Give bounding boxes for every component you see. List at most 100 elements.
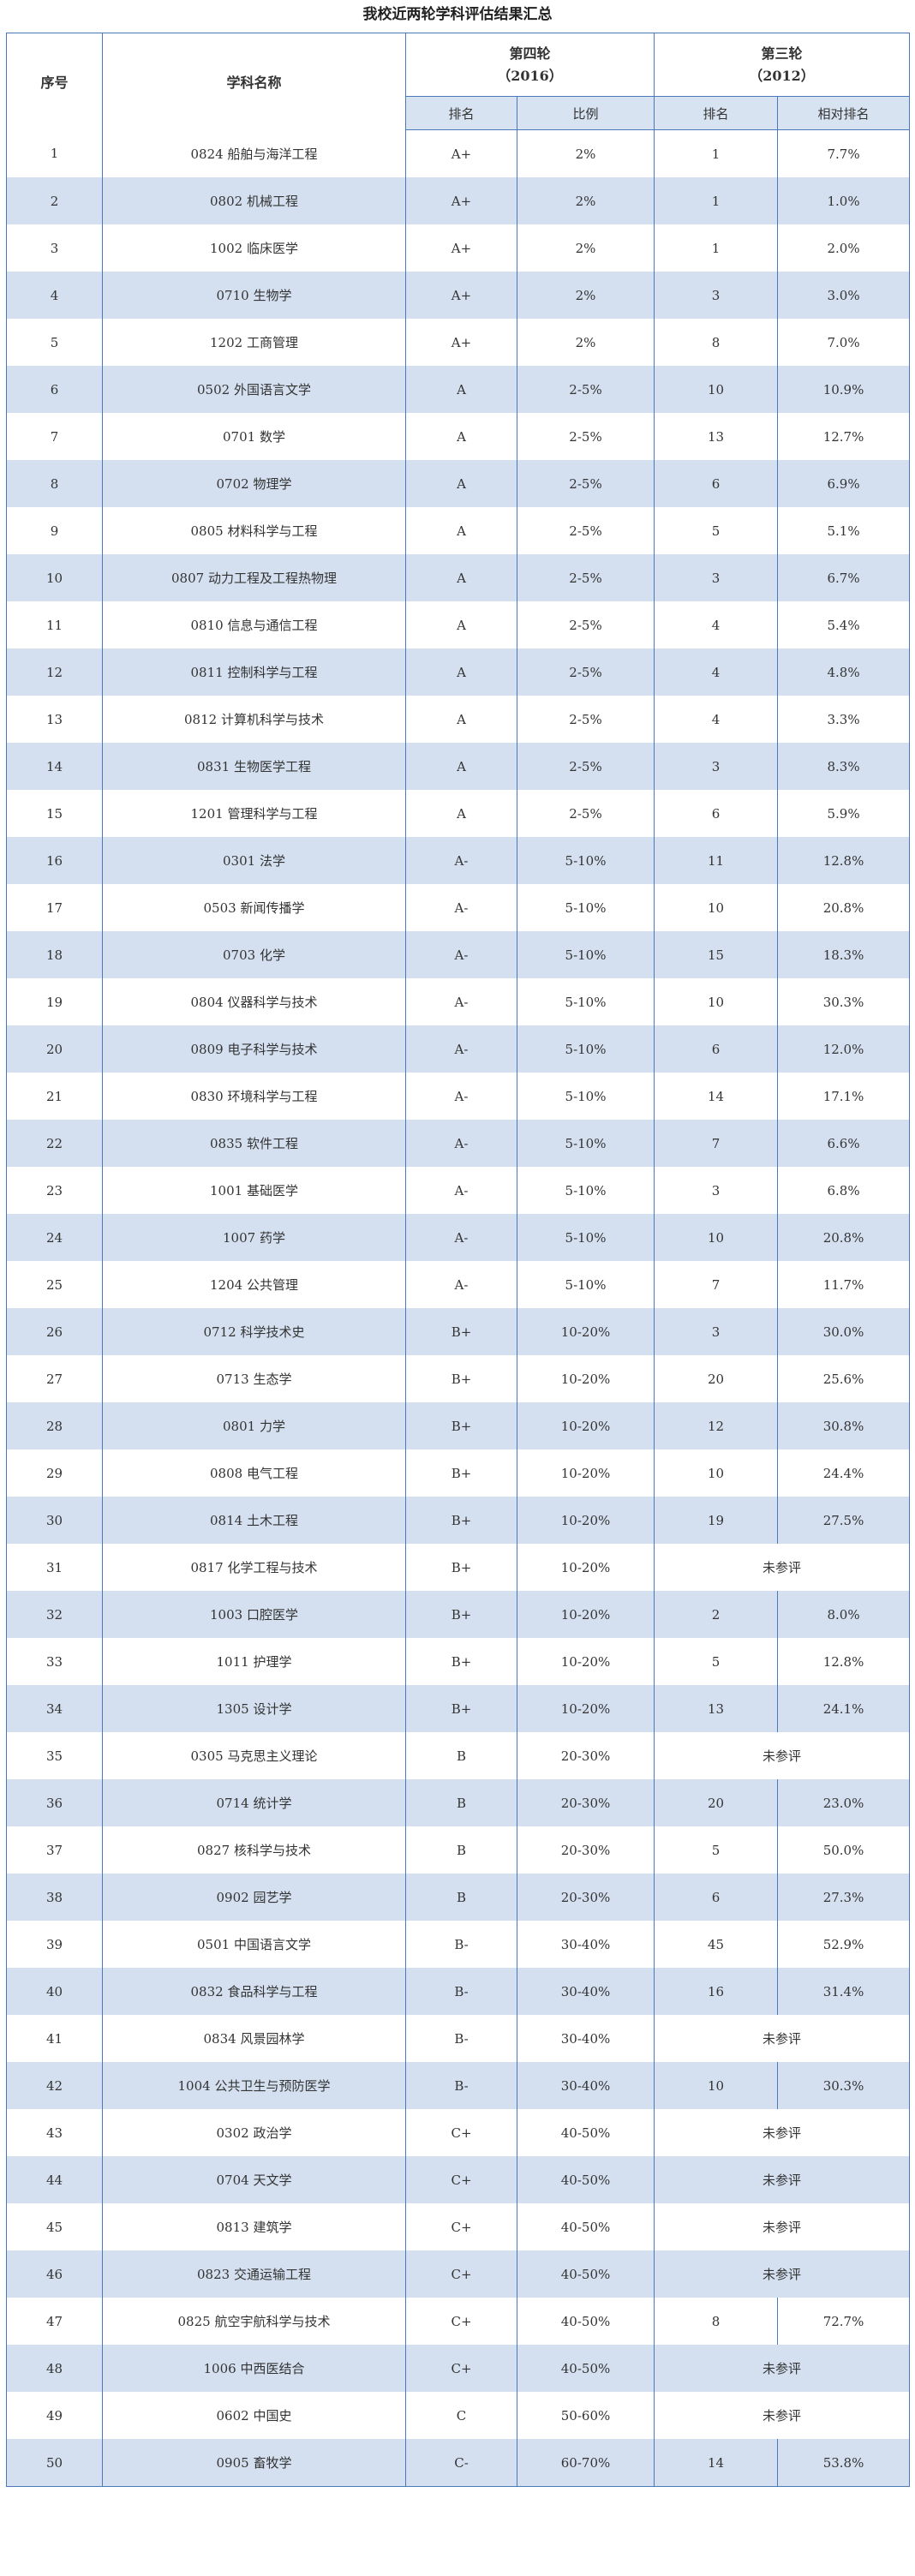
table-row: 30 0814 土木工程 B+ 10-20% 19 27.5%: [6, 1497, 911, 1544]
table-row: 33 1011 护理学 B+ 10-20% 5 12.8%: [6, 1638, 911, 1685]
cell-subject-name: 0807 动力工程及工程热物理: [102, 554, 406, 601]
cell-relative-rank: 52.9%: [777, 1921, 911, 1968]
cell-seq: 34: [6, 1685, 103, 1732]
table-row: 15 1201 管理科学与工程 A 2-5% 6 5.9%: [6, 790, 911, 837]
cell-relative-rank: 5.1%: [777, 507, 911, 554]
cell-subject-name: 1001 基础医学: [102, 1167, 406, 1214]
cell-grade: B-: [405, 1968, 517, 2015]
cell-not-evaluated: 未参评: [654, 1732, 911, 1779]
cell-subject-name: 0825 航空宇航科学与技术: [102, 2298, 406, 2345]
cell-grade: A-: [405, 931, 517, 978]
cell-rank3: 12: [654, 1402, 779, 1449]
cell-ratio: 5-10%: [516, 1073, 655, 1120]
cell-seq: 25: [6, 1261, 103, 1308]
cell-not-evaluated: 未参评: [654, 2015, 911, 2062]
cell-not-evaluated: 未参评: [654, 2250, 911, 2298]
cell-ratio: 5-10%: [516, 837, 655, 884]
cell-grade: A+: [405, 177, 517, 224]
table-header: 序号 学科名称 第四轮 （2016） 第三轮 （2012） 排名 比例 排名 相…: [6, 33, 911, 130]
cell-subject-name: 0905 畜牧学: [102, 2439, 406, 2487]
cell-seq: 7: [6, 413, 103, 460]
table-row: 14 0831 生物医学工程 A 2-5% 3 8.3%: [6, 743, 911, 790]
cell-grade: A+: [405, 319, 517, 366]
cell-subject-name: 0808 电气工程: [102, 1449, 406, 1497]
cell-seq: 46: [6, 2250, 103, 2298]
cell-seq: 3: [6, 224, 103, 272]
cell-subject-name: 0814 土木工程: [102, 1497, 406, 1544]
cell-subject-name: 0305 马克思主义理论: [102, 1732, 406, 1779]
cell-ratio: 10-20%: [516, 1308, 655, 1355]
cell-grade: A-: [405, 1261, 517, 1308]
cell-ratio: 2-5%: [516, 743, 655, 790]
table-row: 2 0802 机械工程 A+ 2% 1 1.0%: [6, 177, 911, 224]
cell-ratio: 20-30%: [516, 1874, 655, 1921]
cell-ratio: 30-40%: [516, 2062, 655, 2109]
cell-rank3: 1: [654, 177, 779, 224]
cell-relative-rank: 72.7%: [777, 2298, 911, 2345]
table-row: 25 1204 公共管理 A- 5-10% 7 11.7%: [6, 1261, 911, 1308]
table-row: 48 1006 中西医结合 C+ 40-50% 未参评: [6, 2345, 911, 2392]
cell-subject-name: 0827 核科学与技术: [102, 1826, 406, 1874]
cell-grade: B+: [405, 1591, 517, 1638]
cell-subject-name: 0831 生物医学工程: [102, 743, 406, 790]
cell-relative-rank: 5.4%: [777, 601, 911, 648]
cell-grade: C+: [405, 2203, 517, 2250]
table-row: 8 0702 物理学 A 2-5% 6 6.9%: [6, 460, 911, 507]
cell-seq: 13: [6, 696, 103, 743]
cell-rank3: 13: [654, 413, 779, 460]
cell-grade: A: [405, 460, 517, 507]
cell-subject-name: 1202 工商管理: [102, 319, 406, 366]
cell-rank3: 20: [654, 1355, 779, 1402]
cell-ratio: 10-20%: [516, 1497, 655, 1544]
cell-ratio: 40-50%: [516, 2203, 655, 2250]
cell-subject-name: 0602 中国史: [102, 2392, 406, 2439]
cell-relative-rank: 1.0%: [777, 177, 911, 224]
cell-grade: B+: [405, 1544, 517, 1591]
cell-grade: A: [405, 790, 517, 837]
table-row: 4 0710 生物学 A+ 2% 3 3.0%: [6, 272, 911, 319]
cell-grade: C+: [405, 2345, 517, 2392]
cell-rank3: 10: [654, 978, 779, 1025]
cell-subject-name: 1002 临床医学: [102, 224, 406, 272]
cell-not-evaluated: 未参评: [654, 2345, 911, 2392]
cell-subject-name: 0823 交通运输工程: [102, 2250, 406, 2298]
cell-grade: B+: [405, 1308, 517, 1355]
cell-relative-rank: 6.8%: [777, 1167, 911, 1214]
cell-grade: C-: [405, 2439, 517, 2487]
cell-grade: C+: [405, 2250, 517, 2298]
cell-relative-rank: 12.8%: [777, 837, 911, 884]
cell-rank3: 7: [654, 1120, 779, 1167]
cell-seq: 20: [6, 1025, 103, 1073]
table-row: 41 0834 风景园林学 B- 30-40% 未参评: [6, 2015, 911, 2062]
table-row: 24 1007 药学 A- 5-10% 10 20.8%: [6, 1214, 911, 1261]
table-row: 36 0714 统计学 B 20-30% 20 23.0%: [6, 1779, 911, 1826]
cell-rank3: 3: [654, 1167, 779, 1214]
cell-relative-rank: 25.6%: [777, 1355, 911, 1402]
cell-subject-name: 0811 控制科学与工程: [102, 648, 406, 696]
table-row: 7 0701 数学 A 2-5% 13 12.7%: [6, 413, 911, 460]
cell-grade: C: [405, 2392, 517, 2439]
table-row: 23 1001 基础医学 A- 5-10% 3 6.8%: [6, 1167, 911, 1214]
cell-subject-name: 1004 公共卫生与预防医学: [102, 2062, 406, 2109]
cell-seq: 21: [6, 1073, 103, 1120]
cell-not-evaluated: 未参评: [654, 2392, 911, 2439]
table-row: 42 1004 公共卫生与预防医学 B- 30-40% 10 30.3%: [6, 2062, 911, 2109]
cell-subject-name: 0701 数学: [102, 413, 406, 460]
cell-rank3: 15: [654, 931, 779, 978]
cell-grade: A: [405, 743, 517, 790]
cell-grade: A+: [405, 129, 517, 177]
table-row: 19 0804 仪器科学与技术 A- 5-10% 10 30.3%: [6, 978, 911, 1025]
cell-seq: 42: [6, 2062, 103, 2109]
cell-rank3: 6: [654, 1025, 779, 1073]
cell-subject-name: 0503 新闻传播学: [102, 884, 406, 931]
table-row: 26 0712 科学技术史 B+ 10-20% 3 30.0%: [6, 1308, 911, 1355]
cell-ratio: 2-5%: [516, 601, 655, 648]
table-row: 27 0713 生态学 B+ 10-20% 20 25.6%: [6, 1355, 911, 1402]
cell-seq: 28: [6, 1402, 103, 1449]
cell-seq: 38: [6, 1874, 103, 1921]
cell-ratio: 2-5%: [516, 554, 655, 601]
cell-grade: A-: [405, 837, 517, 884]
header-round3: 第三轮 （2012）: [654, 33, 911, 97]
table-row: 35 0305 马克思主义理论 B 20-30% 未参评: [6, 1732, 911, 1779]
header-round3-title: 第三轮: [761, 45, 803, 62]
